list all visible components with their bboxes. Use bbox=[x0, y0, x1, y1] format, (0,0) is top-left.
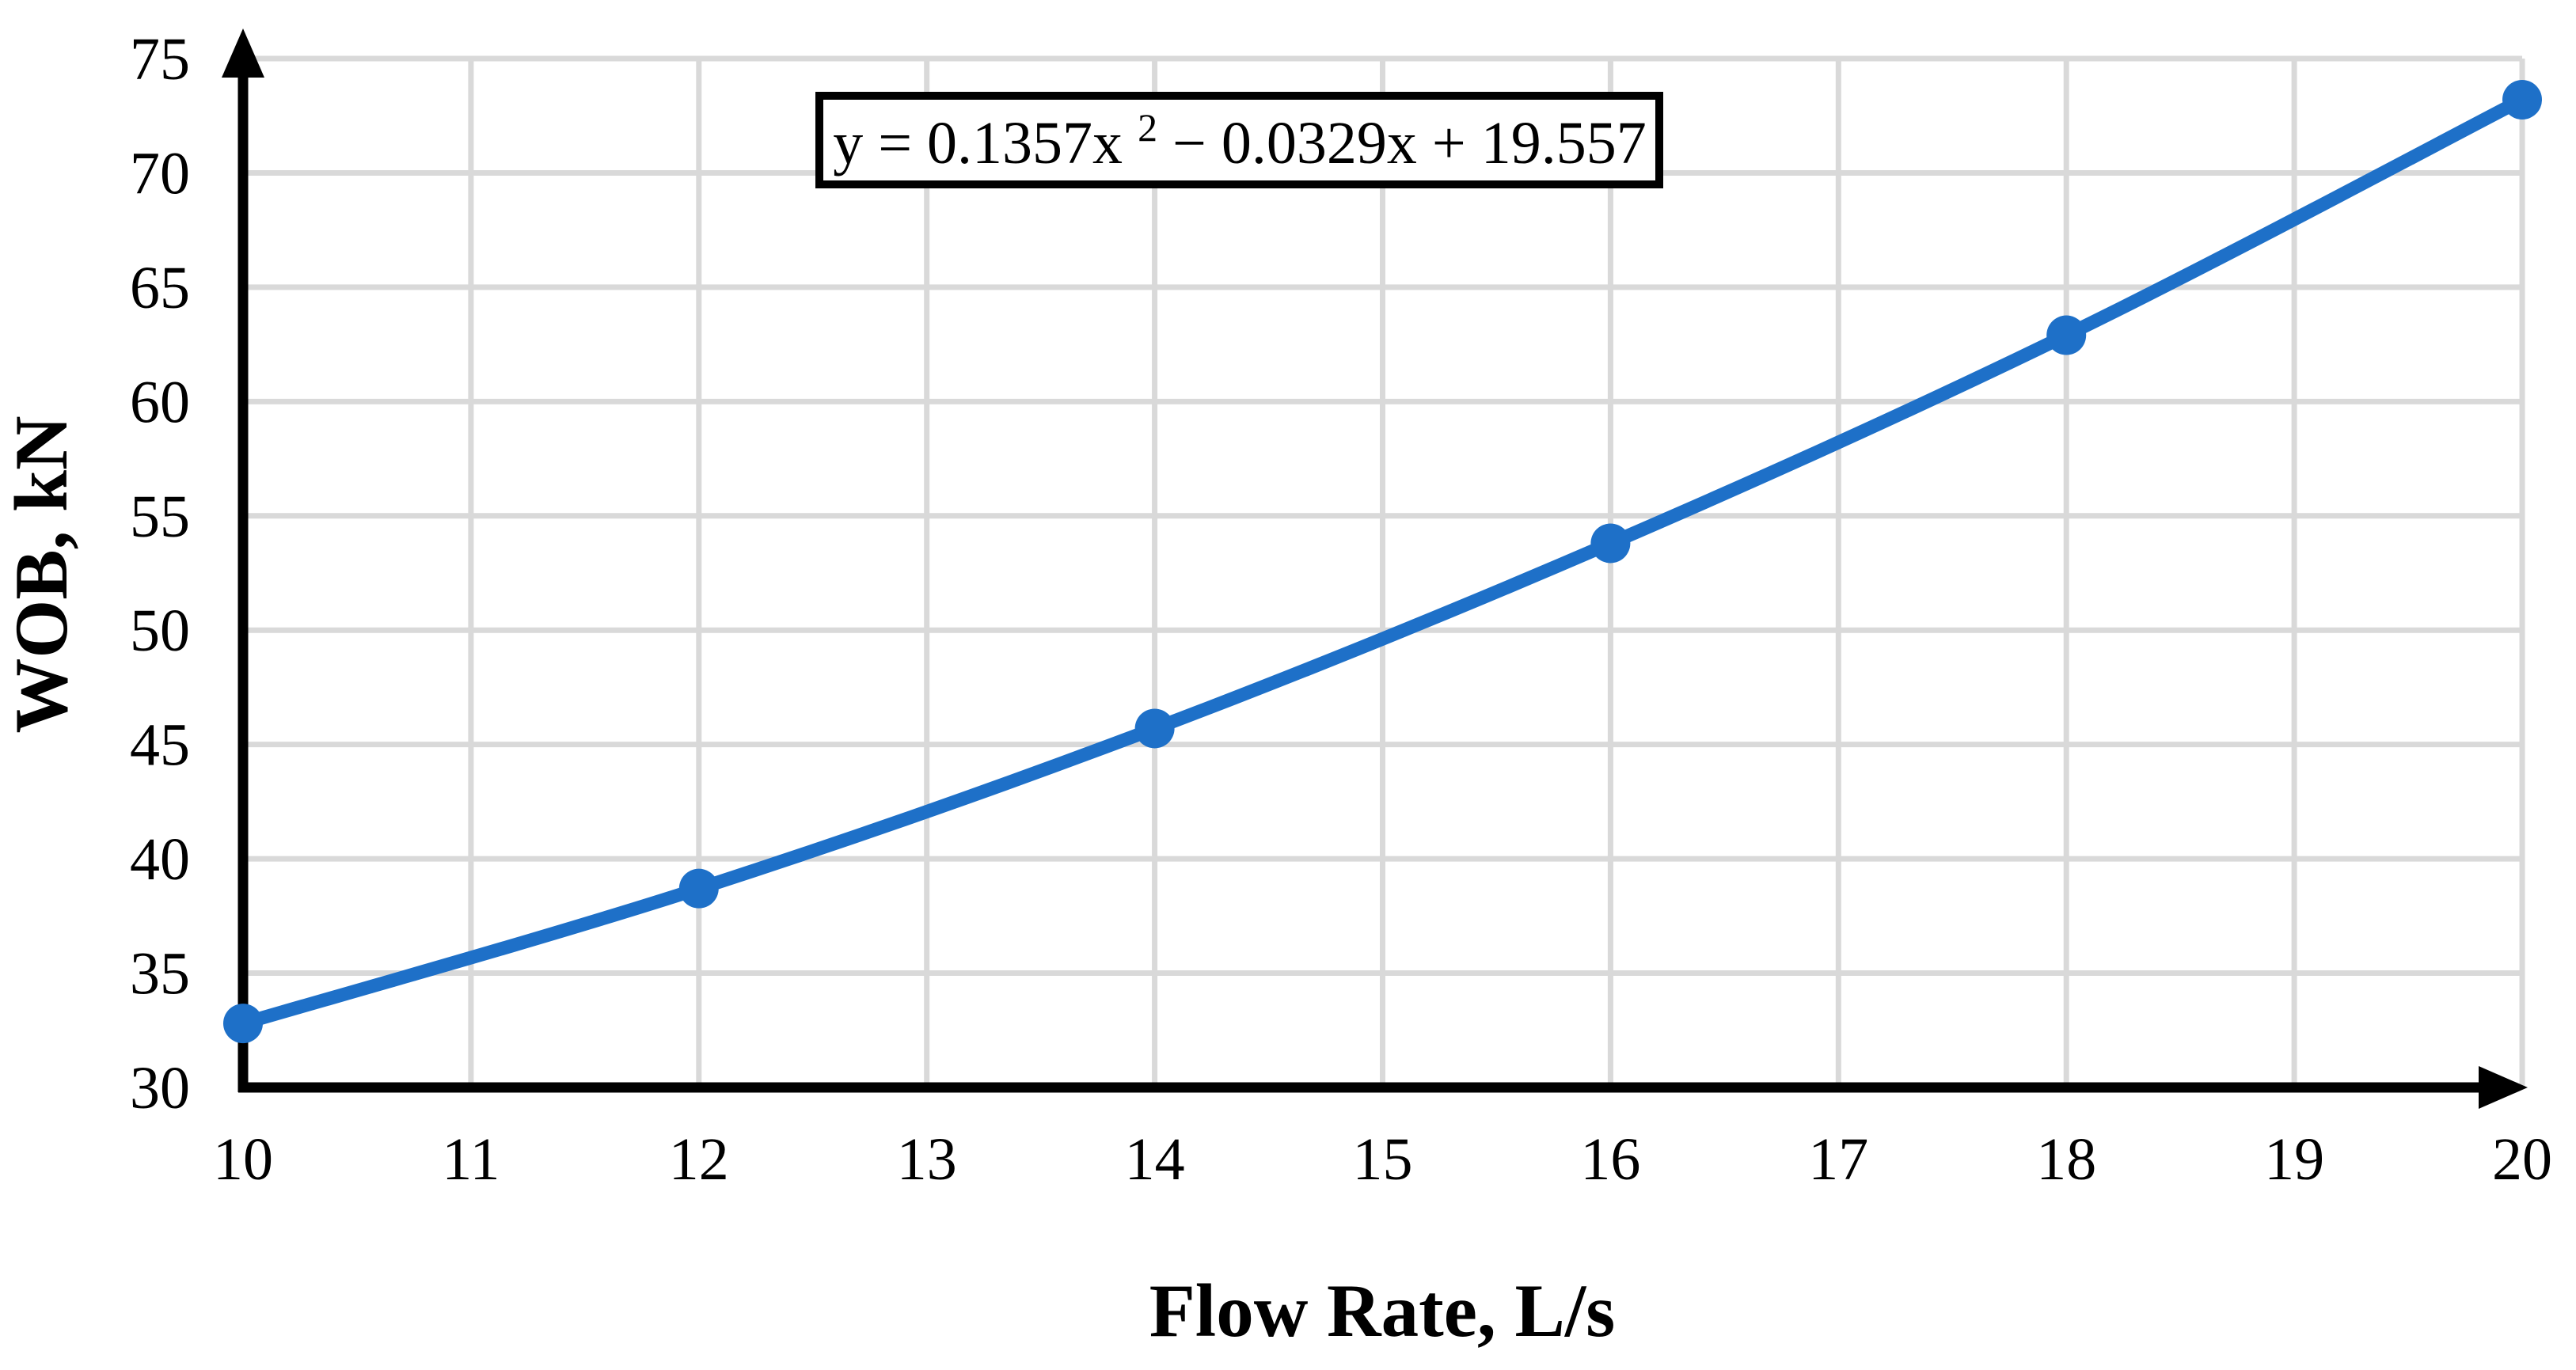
x-tick-label: 15 bbox=[1353, 1126, 1413, 1193]
data-point-marker bbox=[223, 1004, 263, 1044]
y-tick-label: 75 bbox=[130, 26, 190, 93]
x-tick-label: 13 bbox=[897, 1126, 957, 1193]
equation-prefix: y = 0.1357x bbox=[833, 110, 1123, 176]
data-point-marker bbox=[2046, 315, 2087, 355]
y-axis-tick-labels: 30 35 40 45 50 55 60 65 70 75 bbox=[130, 26, 190, 1121]
y-tick-label: 50 bbox=[130, 598, 190, 664]
data-point-markers bbox=[223, 80, 2542, 1044]
x-tick-label: 12 bbox=[669, 1126, 729, 1193]
y-axis-title: WOB, kN bbox=[0, 416, 83, 733]
x-tick-label: 19 bbox=[2264, 1126, 2324, 1193]
y-tick-label: 60 bbox=[130, 369, 190, 435]
x-tick-label: 11 bbox=[442, 1126, 500, 1193]
y-tick-label: 65 bbox=[130, 255, 190, 321]
equation-text: y = 0.1357x 2 − 0.0329x + 19.557 bbox=[833, 88, 1647, 176]
equation-suffix: − 0.0329x + 19.557 bbox=[1172, 110, 1647, 176]
equation-superscript: 2 bbox=[1138, 105, 1157, 150]
y-axis-arrowhead-icon bbox=[222, 28, 264, 78]
data-point-marker bbox=[2502, 80, 2542, 120]
y-tick-label: 45 bbox=[130, 712, 190, 779]
y-tick-label: 30 bbox=[130, 1055, 190, 1121]
equation-box bbox=[815, 92, 1663, 188]
data-point-marker bbox=[1134, 708, 1175, 749]
y-tick-label: 55 bbox=[130, 484, 190, 550]
x-tick-label: 14 bbox=[1125, 1126, 1185, 1193]
x-tick-label: 16 bbox=[1580, 1126, 1640, 1193]
x-tick-label: 18 bbox=[2036, 1126, 2096, 1193]
trendline-dotted bbox=[237, 95, 2528, 1029]
data-series bbox=[223, 80, 2542, 1044]
y-tick-label: 40 bbox=[130, 826, 190, 893]
x-tick-label: 20 bbox=[2492, 1126, 2552, 1193]
x-tick-label: 17 bbox=[1808, 1126, 1868, 1193]
data-point-marker bbox=[1590, 523, 1631, 564]
axes bbox=[222, 28, 2528, 1109]
equation-annotation: y = 0.1357x 2 − 0.0329x + 19.557 bbox=[815, 88, 1663, 188]
x-axis-tick-labels: 10 11 12 13 14 15 16 17 18 19 20 bbox=[213, 1126, 2552, 1193]
x-axis-arrowhead-icon bbox=[2479, 1066, 2528, 1109]
y-tick-label: 70 bbox=[130, 140, 190, 207]
y-tick-label: 35 bbox=[130, 941, 190, 1008]
data-point-marker bbox=[678, 868, 719, 909]
x-tick-label: 10 bbox=[213, 1126, 273, 1193]
x-axis-title: Flow Rate, L/s bbox=[1149, 1269, 1615, 1353]
